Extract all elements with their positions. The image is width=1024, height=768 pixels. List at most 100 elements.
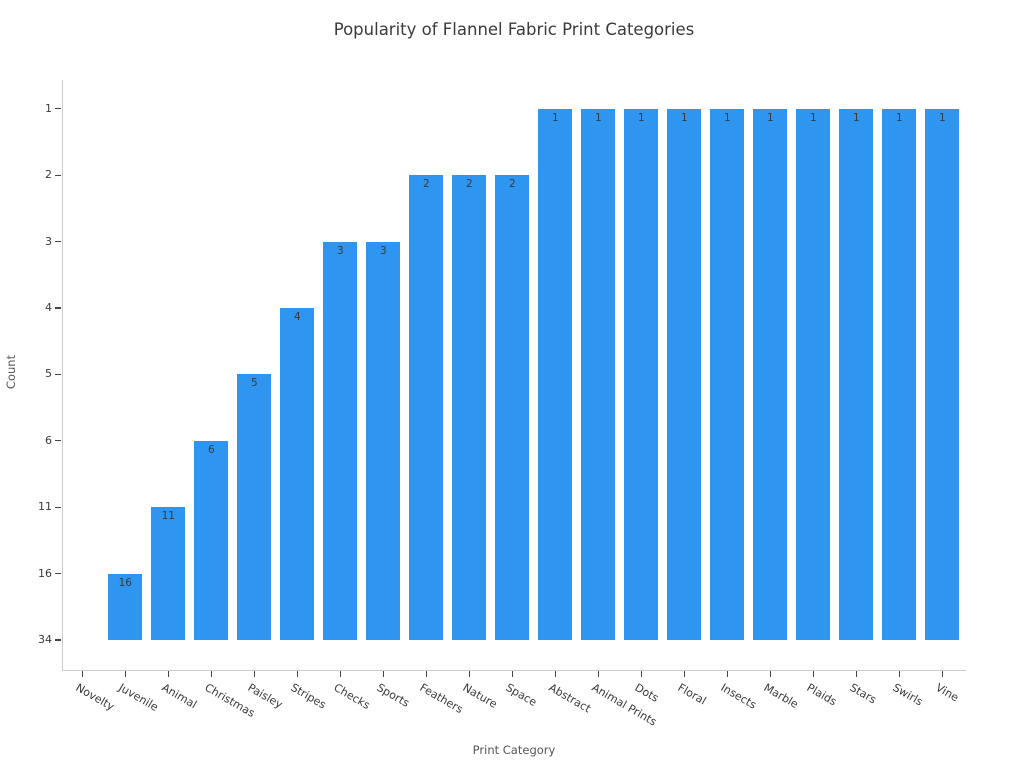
y-tick-label: 2 xyxy=(45,168,52,182)
x-tick-mark xyxy=(855,671,857,677)
x-tick-label: Animal xyxy=(159,681,200,712)
bar-value-label: 3 xyxy=(379,244,387,257)
x-tick-mark xyxy=(124,671,126,677)
y-tick-label: 4 xyxy=(45,301,52,314)
bar-value-label: 11 xyxy=(161,510,175,523)
bar-value-label: 1 xyxy=(594,111,602,124)
bar-value-label: 5 xyxy=(250,377,258,390)
x-tick-mark xyxy=(511,671,513,677)
bar xyxy=(237,374,272,640)
bar-value-label: 2 xyxy=(422,178,430,191)
x-tick-label: Insects xyxy=(718,681,759,712)
bar-value-label: 1 xyxy=(809,111,817,124)
x-tick-label: Feathers xyxy=(417,681,466,717)
x-tick-label: Checks xyxy=(331,681,373,713)
y-tick-mark xyxy=(55,307,61,309)
bar xyxy=(151,507,186,640)
bar xyxy=(108,573,143,640)
x-axis-title: Print Category xyxy=(472,743,556,757)
x-tick-label: Dots xyxy=(632,681,662,705)
y-tick-mark xyxy=(55,639,61,641)
x-tick-mark xyxy=(812,671,814,677)
bar xyxy=(366,241,401,640)
x-tick-label: Marble xyxy=(761,681,801,712)
y-tick-label: 5 xyxy=(45,367,52,381)
x-tick-mark xyxy=(941,671,943,677)
bar xyxy=(882,108,917,640)
bar-value-label: 2 xyxy=(508,178,516,191)
x-tick-label: Stripes xyxy=(288,681,329,712)
y-tick-label: 3 xyxy=(45,234,52,248)
x-tick-label: Nature xyxy=(460,681,500,711)
bar xyxy=(667,108,702,640)
y-tick-mark xyxy=(55,174,61,176)
bar xyxy=(409,175,444,640)
y-tick-mark xyxy=(55,506,61,508)
bar xyxy=(925,108,960,640)
bar-value-label: 16 xyxy=(118,576,132,589)
y-tick-label: 6 xyxy=(45,433,52,447)
x-tick-label: Plaids xyxy=(804,681,840,709)
y-tick-label: 34 xyxy=(38,633,52,646)
x-tick-label: Vine xyxy=(933,681,962,705)
x-tick-mark xyxy=(167,671,169,677)
x-tick-mark xyxy=(597,671,599,677)
bar-value-label: 1 xyxy=(723,111,731,124)
bar xyxy=(581,108,616,640)
x-tick-mark xyxy=(898,671,900,677)
y-tick-mark xyxy=(55,572,61,575)
x-tick-mark xyxy=(683,671,685,677)
bar-value-label: 2 xyxy=(465,178,473,191)
bar xyxy=(710,108,745,640)
y-tick-mark xyxy=(55,240,61,243)
bar-value-label: 4 xyxy=(293,311,301,323)
x-tick-mark xyxy=(769,671,771,677)
bar-value-label: 1 xyxy=(895,111,903,124)
x-tick-mark xyxy=(468,671,470,677)
y-tick-label: 11 xyxy=(38,500,52,514)
x-tick-label: Floral xyxy=(675,681,709,708)
y-axis-spine xyxy=(62,80,64,670)
x-tick-mark xyxy=(425,671,427,677)
x-tick-label: Novelty xyxy=(73,681,117,714)
bar-value-label: 6 xyxy=(207,443,215,456)
y-tick-label: 16 xyxy=(38,566,52,580)
bar xyxy=(753,108,788,640)
bar xyxy=(538,108,573,640)
bar-value-label: 1 xyxy=(766,111,774,124)
bar xyxy=(452,175,487,640)
x-tick-label: Sports xyxy=(374,681,412,710)
x-tick-mark xyxy=(81,671,83,677)
x-tick-label: Swirls xyxy=(890,681,926,709)
x-tick-mark xyxy=(382,671,384,677)
y-tick-mark xyxy=(55,440,61,442)
bar-value-label: 1 xyxy=(637,111,645,124)
bar-value-label: 1 xyxy=(680,111,688,124)
x-tick-mark xyxy=(210,671,212,677)
bar xyxy=(194,440,229,640)
bar xyxy=(624,108,659,640)
bar xyxy=(839,108,874,640)
x-tick-label: Abstract xyxy=(546,681,594,716)
x-tick-mark xyxy=(640,671,642,677)
bar xyxy=(796,108,831,640)
x-axis-spine xyxy=(62,670,966,672)
y-tick-label: 1 xyxy=(45,101,52,115)
y-tick-mark xyxy=(55,108,61,110)
x-tick-label: Stars xyxy=(847,681,879,707)
chart-title: Popularity of Flannel Fabric Print Categ… xyxy=(333,20,695,39)
bar xyxy=(323,241,358,640)
x-tick-mark xyxy=(296,671,298,677)
bar-value-label: 1 xyxy=(938,111,946,124)
bar xyxy=(280,308,315,640)
x-tick-mark xyxy=(253,671,255,677)
bar xyxy=(495,175,530,640)
x-tick-label: Space xyxy=(503,681,540,710)
y-tick-mark xyxy=(55,373,61,376)
x-tick-mark xyxy=(554,671,556,677)
y-axis-title: Count xyxy=(4,354,18,390)
bar-value-label: 3 xyxy=(336,244,344,257)
x-tick-label: Juvenile xyxy=(116,681,161,714)
bar-value-label: 1 xyxy=(551,111,559,124)
